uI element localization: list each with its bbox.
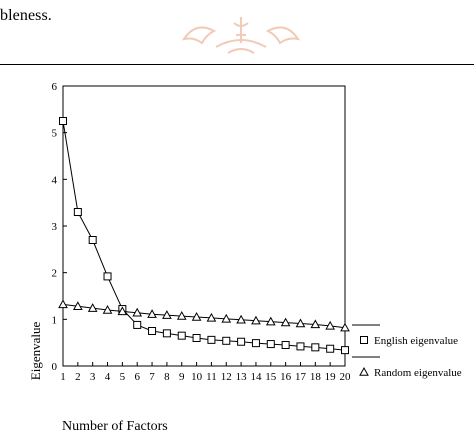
data-point xyxy=(311,343,320,352)
data-point xyxy=(207,335,216,344)
data-point xyxy=(237,337,246,346)
data-point xyxy=(88,236,97,244)
y-axis-ticks: 0 1 2 3 4 5 6 xyxy=(52,81,67,373)
x-tick-label: 18 xyxy=(310,371,322,383)
document-text-fragment: bleness. xyxy=(0,7,52,24)
data-point xyxy=(280,317,291,327)
x-tick-label: 7 xyxy=(149,371,155,383)
page-divider xyxy=(0,64,474,65)
data-point xyxy=(162,329,171,338)
x-tick-label: 4 xyxy=(105,371,111,383)
series-1 xyxy=(59,117,349,355)
data-point xyxy=(206,312,217,322)
data-point xyxy=(59,117,67,125)
data-point xyxy=(340,322,350,332)
data-point xyxy=(132,307,143,317)
legend-label: Random eigenvalue xyxy=(374,367,462,379)
x-tick-label: 12 xyxy=(221,371,232,383)
data-point xyxy=(73,208,82,216)
data-point xyxy=(72,301,83,310)
data-point xyxy=(87,303,98,312)
data-point xyxy=(251,315,261,325)
x-axis-label: Number of Factors xyxy=(62,419,168,434)
x-tick-label: 3 xyxy=(90,371,96,383)
y-tick-label: 5 xyxy=(52,128,58,140)
data-point xyxy=(221,313,232,323)
x-tick-label: 17 xyxy=(295,371,307,383)
data-point xyxy=(341,346,349,355)
data-point xyxy=(147,309,157,318)
data-point xyxy=(176,311,187,320)
data-point xyxy=(133,320,142,329)
x-tick-label: 2 xyxy=(75,371,81,383)
x-tick-label: 16 xyxy=(280,371,292,383)
legend-marker xyxy=(360,336,368,344)
data-point xyxy=(295,318,306,328)
data-point xyxy=(177,331,186,340)
x-tick-label: 1 xyxy=(60,371,66,383)
y-tick-label: 4 xyxy=(52,174,58,186)
y-axis-label: Eigenvalue xyxy=(28,322,43,381)
x-tick-label: 8 xyxy=(164,371,170,383)
data-point xyxy=(58,299,68,309)
data-point xyxy=(162,310,172,319)
series-layer xyxy=(58,117,350,355)
data-point xyxy=(251,339,260,348)
y-tick-label: 1 xyxy=(52,314,58,326)
data-point xyxy=(281,341,290,349)
data-point xyxy=(326,344,335,353)
x-tick-label: 13 xyxy=(236,371,248,383)
x-tick-label: 10 xyxy=(191,371,203,383)
x-tick-label: 20 xyxy=(340,371,352,383)
y-tick-label: 6 xyxy=(52,81,58,93)
x-tick-label: 11 xyxy=(206,371,217,383)
data-point xyxy=(296,342,305,351)
data-point xyxy=(102,304,113,314)
x-axis-ticks: 1 2 3 4 5 6 7 8 9 10 11 12 13 14 15 16 17 18 19 20 xyxy=(60,362,351,383)
legend-marker xyxy=(359,366,369,376)
series-2 xyxy=(58,299,350,332)
x-tick-label: 9 xyxy=(179,371,185,383)
legend-label: English eigenvalue xyxy=(374,335,458,347)
data-point xyxy=(192,334,201,342)
y-tick-label: 2 xyxy=(52,268,58,280)
data-point xyxy=(191,311,202,321)
series-line xyxy=(62,120,346,351)
watermark-logo xyxy=(181,17,301,54)
data-point xyxy=(103,272,112,281)
x-tick-label: 19 xyxy=(325,371,337,383)
data-point xyxy=(325,320,336,330)
data-point xyxy=(265,316,276,326)
x-tick-label: 14 xyxy=(250,371,262,383)
data-point xyxy=(310,319,321,329)
y-tick-label: 3 xyxy=(52,221,58,233)
data-point xyxy=(222,336,231,345)
data-point xyxy=(236,314,246,324)
x-tick-label: 15 xyxy=(265,371,277,383)
data-point xyxy=(266,340,275,349)
legend: English eigenvalue Random eigenvalue xyxy=(352,324,462,379)
y-tick-label: 0 xyxy=(52,361,58,373)
data-point xyxy=(117,306,128,316)
data-point xyxy=(148,327,157,335)
x-tick-label: 5 xyxy=(120,371,126,383)
x-tick-label: 6 xyxy=(134,371,140,383)
